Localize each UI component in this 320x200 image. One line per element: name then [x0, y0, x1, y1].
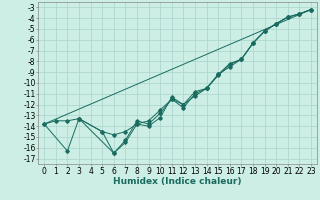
X-axis label: Humidex (Indice chaleur): Humidex (Indice chaleur)	[113, 177, 242, 186]
